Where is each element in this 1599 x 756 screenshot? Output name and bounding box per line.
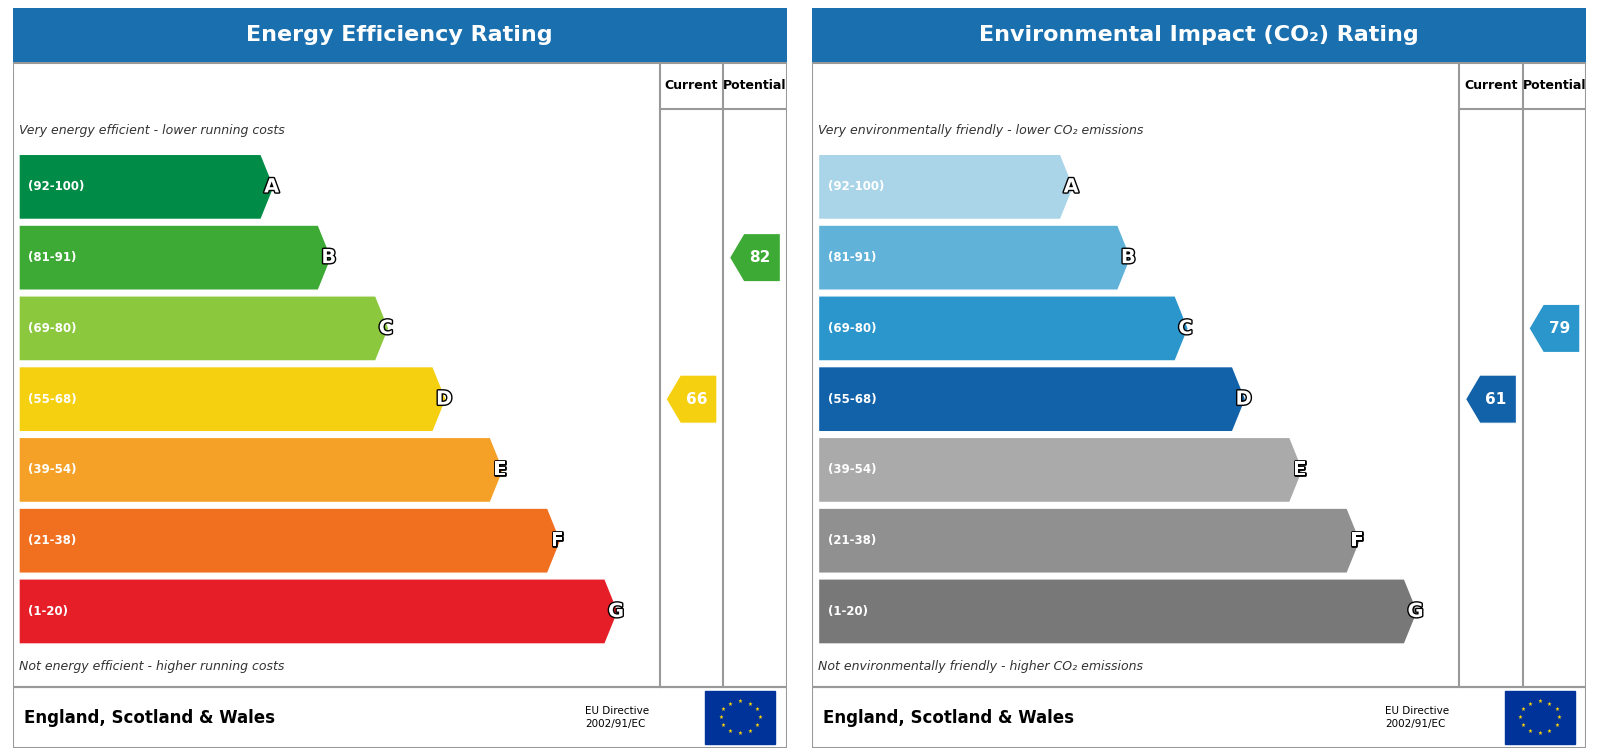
- Text: C: C: [1178, 319, 1193, 338]
- Polygon shape: [1529, 305, 1580, 352]
- Text: (1-20): (1-20): [828, 605, 868, 618]
- Text: Environmental Impact (CO₂) Rating: Environmental Impact (CO₂) Rating: [979, 25, 1420, 45]
- Text: ★: ★: [758, 715, 763, 720]
- Text: (69-80): (69-80): [29, 322, 77, 335]
- Polygon shape: [19, 438, 504, 503]
- Text: ★: ★: [748, 729, 753, 734]
- Text: A: A: [264, 178, 280, 197]
- Text: ★: ★: [1521, 708, 1525, 712]
- Text: ★: ★: [748, 702, 753, 707]
- Text: (39-54): (39-54): [828, 463, 876, 476]
- Text: E: E: [494, 460, 507, 479]
- Text: ★: ★: [1527, 702, 1532, 707]
- Text: ★: ★: [1517, 715, 1522, 720]
- Text: ★: ★: [1554, 723, 1559, 728]
- Polygon shape: [19, 367, 446, 432]
- Text: (39-54): (39-54): [29, 463, 77, 476]
- Text: F: F: [1350, 531, 1364, 550]
- Polygon shape: [819, 367, 1246, 432]
- Text: Energy Efficiency Rating: Energy Efficiency Rating: [246, 25, 553, 45]
- Text: ★: ★: [718, 715, 723, 720]
- Text: ★: ★: [721, 723, 726, 728]
- Text: D: D: [437, 389, 453, 409]
- Polygon shape: [819, 154, 1073, 219]
- Text: ★: ★: [1548, 702, 1553, 707]
- Text: ★: ★: [1537, 699, 1541, 705]
- Text: 79: 79: [1549, 321, 1570, 336]
- Text: Potential: Potential: [1522, 79, 1586, 92]
- Text: ★: ★: [755, 708, 760, 712]
- Polygon shape: [819, 225, 1130, 290]
- Text: E: E: [1294, 460, 1306, 479]
- Bar: [812, 687, 1586, 748]
- Text: ★: ★: [1548, 729, 1553, 734]
- Text: D: D: [1236, 389, 1252, 409]
- Polygon shape: [667, 375, 716, 423]
- Polygon shape: [19, 579, 619, 644]
- Polygon shape: [819, 296, 1188, 361]
- Text: G: G: [1407, 602, 1423, 621]
- Text: Very environmentally friendly - lower CO₂ emissions: Very environmentally friendly - lower CO…: [819, 124, 1143, 137]
- Text: England, Scotland & Wales: England, Scotland & Wales: [24, 708, 275, 727]
- Text: EU Directive
2002/91/EC: EU Directive 2002/91/EC: [1385, 706, 1449, 730]
- Text: ★: ★: [1554, 708, 1559, 712]
- Polygon shape: [19, 296, 389, 361]
- Text: ★: ★: [1521, 723, 1525, 728]
- Polygon shape: [819, 438, 1303, 503]
- Polygon shape: [19, 154, 273, 219]
- Text: Current: Current: [665, 79, 718, 92]
- Polygon shape: [19, 508, 561, 573]
- Polygon shape: [729, 234, 780, 282]
- Text: G: G: [608, 602, 624, 621]
- Bar: [13, 8, 787, 63]
- Polygon shape: [19, 225, 331, 290]
- Text: (21-38): (21-38): [828, 534, 876, 547]
- Text: B: B: [1121, 248, 1135, 267]
- Text: Not energy efficient - higher running costs: Not energy efficient - higher running co…: [19, 661, 285, 674]
- Text: 82: 82: [750, 250, 771, 265]
- Text: Current: Current: [1465, 79, 1517, 92]
- Text: ★: ★: [737, 699, 742, 705]
- Text: 66: 66: [686, 392, 707, 407]
- Bar: [1505, 691, 1575, 744]
- Bar: [13, 687, 787, 748]
- Text: (92-100): (92-100): [828, 181, 884, 194]
- Text: (55-68): (55-68): [828, 392, 876, 406]
- Text: (81-91): (81-91): [29, 251, 77, 264]
- Text: ★: ★: [737, 731, 742, 736]
- Text: ★: ★: [721, 708, 726, 712]
- Polygon shape: [819, 508, 1361, 573]
- Text: (55-68): (55-68): [29, 392, 77, 406]
- Bar: [705, 691, 776, 744]
- Text: B: B: [321, 248, 336, 267]
- Polygon shape: [1466, 375, 1516, 423]
- Text: C: C: [379, 319, 393, 338]
- Bar: [13, 63, 787, 687]
- Text: ★: ★: [1537, 731, 1541, 736]
- Text: ★: ★: [755, 723, 760, 728]
- Text: (81-91): (81-91): [828, 251, 876, 264]
- Text: England, Scotland & Wales: England, Scotland & Wales: [823, 708, 1075, 727]
- Text: (21-38): (21-38): [29, 534, 77, 547]
- Bar: [812, 63, 1586, 687]
- Text: ★: ★: [1557, 715, 1562, 720]
- Text: ★: ★: [1527, 729, 1532, 734]
- Text: Not environmentally friendly - higher CO₂ emissions: Not environmentally friendly - higher CO…: [819, 661, 1143, 674]
- Text: (1-20): (1-20): [29, 605, 69, 618]
- Text: (69-80): (69-80): [828, 322, 876, 335]
- Text: 61: 61: [1485, 392, 1506, 407]
- Text: ★: ★: [728, 702, 732, 707]
- Text: A: A: [1063, 178, 1079, 197]
- Polygon shape: [819, 579, 1418, 644]
- Text: EU Directive
2002/91/EC: EU Directive 2002/91/EC: [585, 706, 649, 730]
- Text: ★: ★: [728, 729, 732, 734]
- Text: (92-100): (92-100): [29, 181, 85, 194]
- Text: Potential: Potential: [723, 79, 787, 92]
- Text: F: F: [550, 531, 564, 550]
- Bar: [812, 8, 1586, 63]
- Text: Very energy efficient - lower running costs: Very energy efficient - lower running co…: [19, 124, 285, 137]
